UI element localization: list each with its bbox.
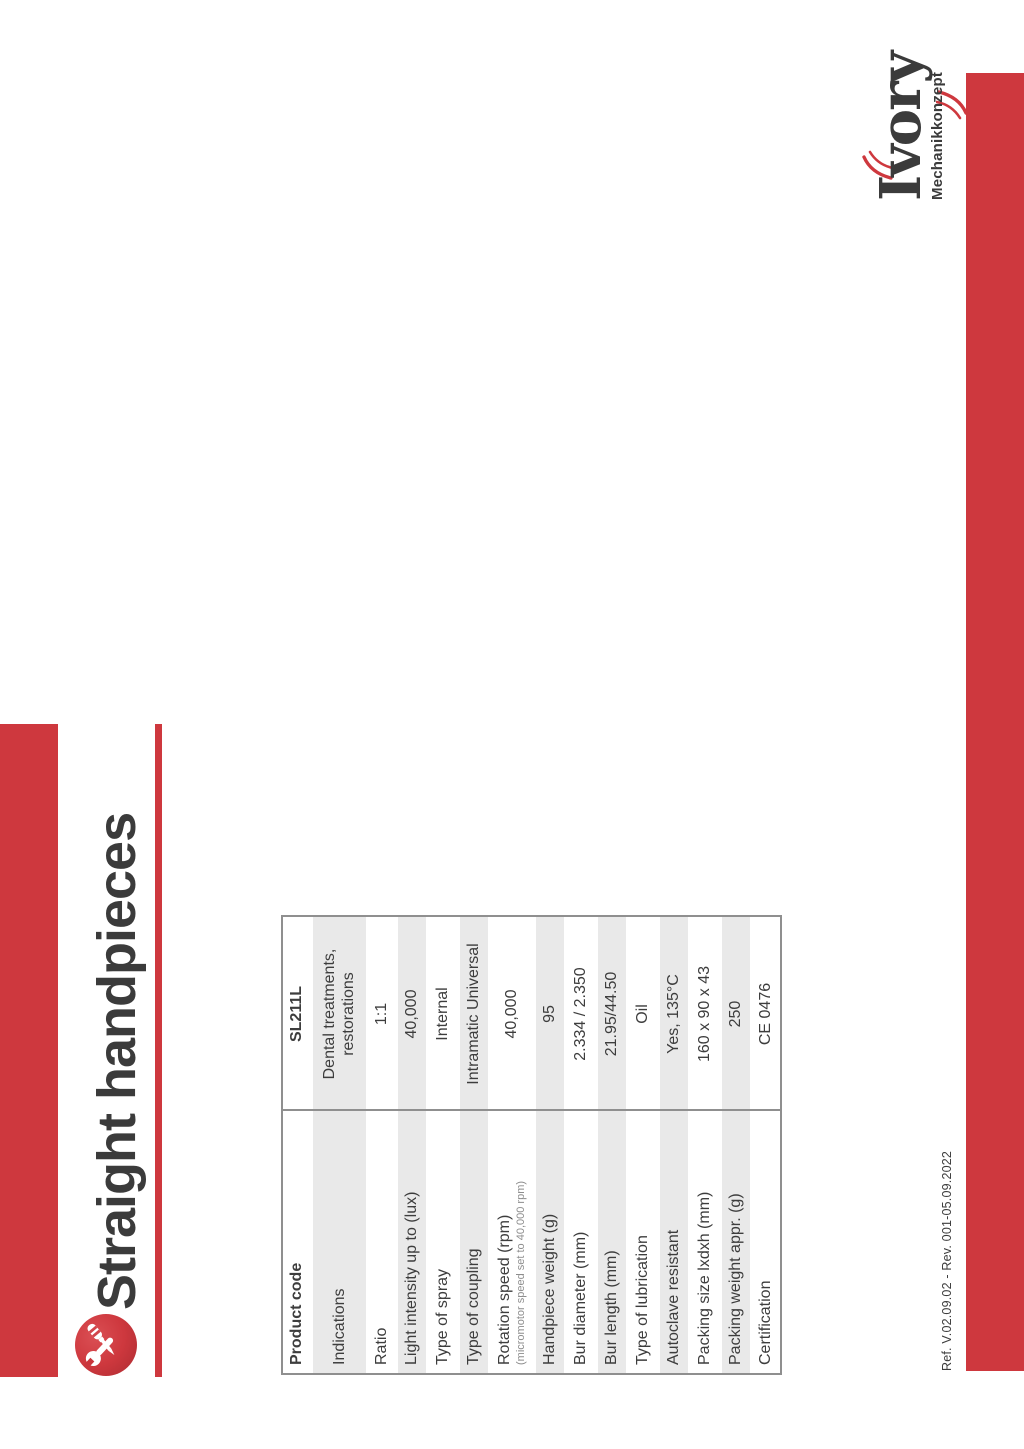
table-row: Ratio 1:1 bbox=[368, 917, 396, 1373]
table-row: Product code SL211L bbox=[283, 917, 311, 1373]
table-row: Type of lubrication Oil bbox=[628, 917, 658, 1373]
row-label: Type of lubrication bbox=[634, 1235, 652, 1365]
row-value: 40,000 bbox=[502, 989, 520, 1039]
title-underline bbox=[155, 724, 162, 1377]
table-row: Light intensity up to (lux) 40,000 bbox=[398, 917, 426, 1373]
row-label: Product code bbox=[288, 1262, 306, 1365]
logo-subtitle: Mechanikkonzept bbox=[928, 71, 946, 200]
column-divider bbox=[283, 1109, 780, 1111]
row-label: Autoclave resistant bbox=[660, 1111, 688, 1373]
row-label: Light intensity up to (lux) bbox=[398, 1111, 426, 1373]
row-value: 250 bbox=[722, 917, 750, 1111]
row-label: Bur length (mm) bbox=[598, 1111, 626, 1373]
logo-swoosh-bottom-icon bbox=[936, 90, 968, 120]
table-row: Certification CE 0476 bbox=[752, 917, 780, 1373]
row-label: Rotation speed (rpm) (micromotor speed s… bbox=[490, 1111, 534, 1373]
top-red-bar bbox=[0, 724, 58, 1377]
row-sublabel: (micromotor speed set to 40,000 rpm) bbox=[515, 1180, 528, 1365]
row-value: 40,000 bbox=[398, 917, 426, 1111]
row-value: Oil bbox=[633, 1004, 651, 1024]
logo-wordmark: Ivory bbox=[868, 52, 934, 201]
row-value: 21.95/44.50 bbox=[598, 917, 626, 1111]
logo-swoosh-top-icon bbox=[862, 150, 894, 180]
row-label: Type of spray bbox=[434, 1268, 452, 1365]
row-label: Handpiece weight (g) bbox=[536, 1111, 564, 1373]
table-row: Bur diameter (mm) 2.334 / 2.350 bbox=[566, 917, 596, 1373]
table-row: Bur length (mm) 21.95/44.50 bbox=[598, 917, 626, 1373]
row-value: 1:1 bbox=[372, 1002, 390, 1026]
table-row: Handpiece weight (g) 95 bbox=[536, 917, 564, 1373]
row-value: 95 bbox=[536, 917, 564, 1111]
row-label: Packing size lxdxh (mm) bbox=[696, 1191, 714, 1365]
row-value: 160 x 90 x 43 bbox=[695, 965, 713, 1063]
ref-text: Ref. V.02.09.02 - Rev. 001-05.09.2022 bbox=[940, 1150, 954, 1371]
table-row: Autoclave resistant Yes, 135°C bbox=[660, 917, 688, 1373]
row-value: 2.334 / 2.350 bbox=[571, 967, 589, 1061]
row-value: Dental treatments, restorations bbox=[313, 917, 366, 1111]
page-title: Straight handpieces bbox=[87, 812, 147, 1310]
ivory-logo: Ivory Mechanikkonzept bbox=[862, 52, 978, 203]
row-label: Bur diameter (mm) bbox=[572, 1231, 590, 1365]
row-label: Packing weight appr. (g) bbox=[722, 1111, 750, 1373]
tools-icon bbox=[75, 1314, 137, 1376]
row-label: Type of coupling bbox=[460, 1111, 488, 1373]
row-value: Intramatic Universal bbox=[460, 917, 488, 1111]
row-value: Yes, 135°C bbox=[660, 917, 688, 1111]
table-row: Indications Dental treatments, restorati… bbox=[313, 917, 366, 1373]
row-value: CE 0476 bbox=[756, 982, 774, 1046]
table-row: Packing weight appr. (g) 250 bbox=[722, 917, 750, 1373]
row-value: Internal bbox=[433, 987, 451, 1041]
row-label: Certification bbox=[757, 1280, 775, 1365]
table-row: Rotation speed (rpm) (micromotor speed s… bbox=[490, 917, 534, 1373]
row-value: SL211L bbox=[287, 985, 305, 1043]
spec-table: Product code SL211L Indications Dental t… bbox=[281, 915, 782, 1375]
row-label: Indications bbox=[313, 1111, 366, 1373]
table-row: Type of spray Internal bbox=[428, 917, 458, 1373]
table-row: Type of coupling Intramatic Universal bbox=[460, 917, 488, 1373]
bottom-red-bar bbox=[966, 73, 1024, 1371]
table-row: Packing size lxdxh (mm) 160 x 90 x 43 bbox=[690, 917, 720, 1373]
row-label: Ratio bbox=[373, 1327, 391, 1365]
